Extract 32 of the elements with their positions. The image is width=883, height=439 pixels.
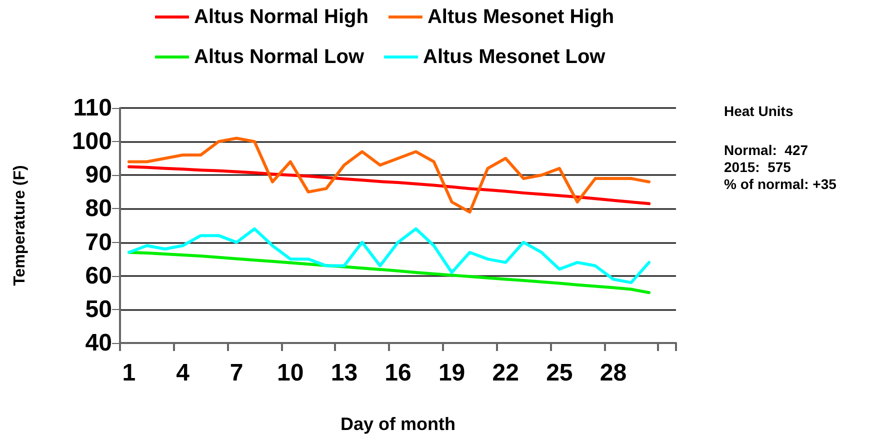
y-axis-title: Temperature (F) bbox=[12, 165, 28, 286]
x-tick-label: 25 bbox=[546, 360, 573, 386]
text: Normal: 427 bbox=[724, 142, 808, 158]
line-series bbox=[127, 227, 651, 284]
x-axis-title: Day of month bbox=[340, 414, 456, 434]
legend-label: Altus Mesonet Low bbox=[423, 46, 606, 68]
y-tick-label: 90 bbox=[85, 162, 112, 189]
x-tick-label: 4 bbox=[176, 360, 190, 386]
y-tick-label: 40 bbox=[85, 330, 112, 356]
x-tick-label: 10 bbox=[277, 360, 304, 386]
y-tick-label: 100 bbox=[72, 128, 112, 156]
x-tick-label: 7 bbox=[230, 360, 244, 386]
text: % of normal: +35 bbox=[724, 176, 837, 192]
y-tick-label: 70 bbox=[85, 228, 112, 256]
legend-label: Altus Normal High bbox=[194, 6, 368, 28]
legend-label: Altus Normal Low bbox=[194, 46, 364, 68]
text: Heat Units bbox=[724, 103, 794, 119]
line-series bbox=[127, 250, 651, 294]
legend-label: Altus Mesonet High bbox=[427, 6, 614, 28]
x-tick-label: 1 bbox=[122, 360, 136, 386]
y-tick-label: 50 bbox=[85, 296, 112, 323]
x-tick-label: 22 bbox=[492, 360, 519, 386]
x-tick-label: 28 bbox=[600, 360, 627, 386]
y-tick-label: 110 bbox=[73, 94, 112, 122]
y-tick-label: 60 bbox=[85, 262, 112, 290]
x-tick-label: 16 bbox=[384, 360, 412, 386]
line-series bbox=[127, 165, 651, 206]
text: 2015: 575 bbox=[724, 159, 792, 175]
line-series bbox=[127, 136, 651, 214]
x-tick-label: 13 bbox=[330, 360, 358, 386]
x-tick-label: 19 bbox=[438, 360, 466, 386]
y-tick-label: 80 bbox=[85, 195, 112, 222]
